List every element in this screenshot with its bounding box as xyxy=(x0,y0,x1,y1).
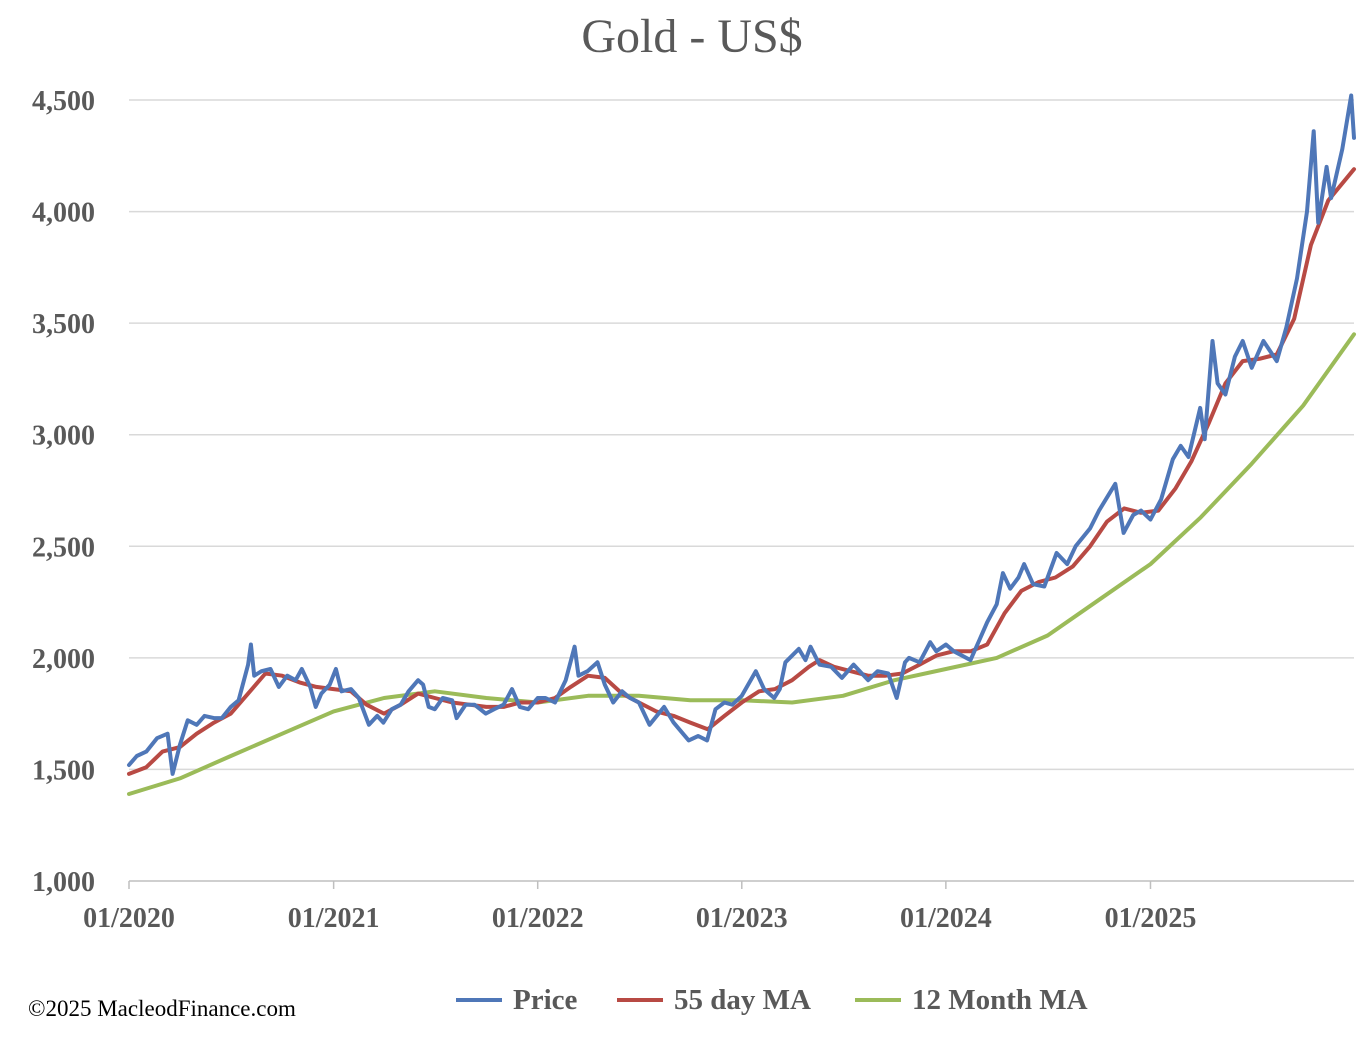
y-tick-label: 1,000 xyxy=(32,867,95,898)
copyright-text: ©2025 MacleodFinance.com xyxy=(28,996,296,1021)
y-tick-label: 2,000 xyxy=(32,644,95,675)
y-tick-label: 3,000 xyxy=(32,421,95,452)
x-tick-label: 01/2024 xyxy=(900,903,992,934)
x-tick-label: 01/2022 xyxy=(492,903,584,934)
series-line-price xyxy=(127,93,1356,776)
x-tick-label: 01/2021 xyxy=(288,903,380,934)
y-tick-label: 1,500 xyxy=(32,755,95,786)
x-tick-label: 01/2023 xyxy=(696,903,788,934)
series-lines xyxy=(127,93,1356,796)
legend: Price 55 day MA 12 Month MA xyxy=(456,984,1088,1016)
gridlines xyxy=(129,99,1354,882)
series-line-12-month-ma xyxy=(127,332,1356,796)
x-tick-label: 01/2025 xyxy=(1105,903,1197,934)
y-tick-label: 3,500 xyxy=(32,309,95,340)
x-tick-label: 01/2020 xyxy=(83,903,175,934)
legend-label-12-month-ma: 12 Month MA xyxy=(912,984,1088,1016)
y-tick-label: 4,000 xyxy=(32,198,95,229)
legend-label-price: Price xyxy=(513,984,578,1016)
chart-title: Gold - US$ xyxy=(581,10,802,63)
x-axis-ticks: 01/2020 01/2021 01/2022 01/2023 01/2024 01/20… xyxy=(83,881,1196,934)
y-axis-ticks: 1,000 1,500 2,000 2,500 3,000 3,500 4,000 4,500 xyxy=(32,86,95,898)
y-tick-label: 4,500 xyxy=(32,86,95,117)
y-tick-label: 2,500 xyxy=(32,532,95,563)
legend-label-55-day-ma: 55 day MA xyxy=(674,984,811,1016)
